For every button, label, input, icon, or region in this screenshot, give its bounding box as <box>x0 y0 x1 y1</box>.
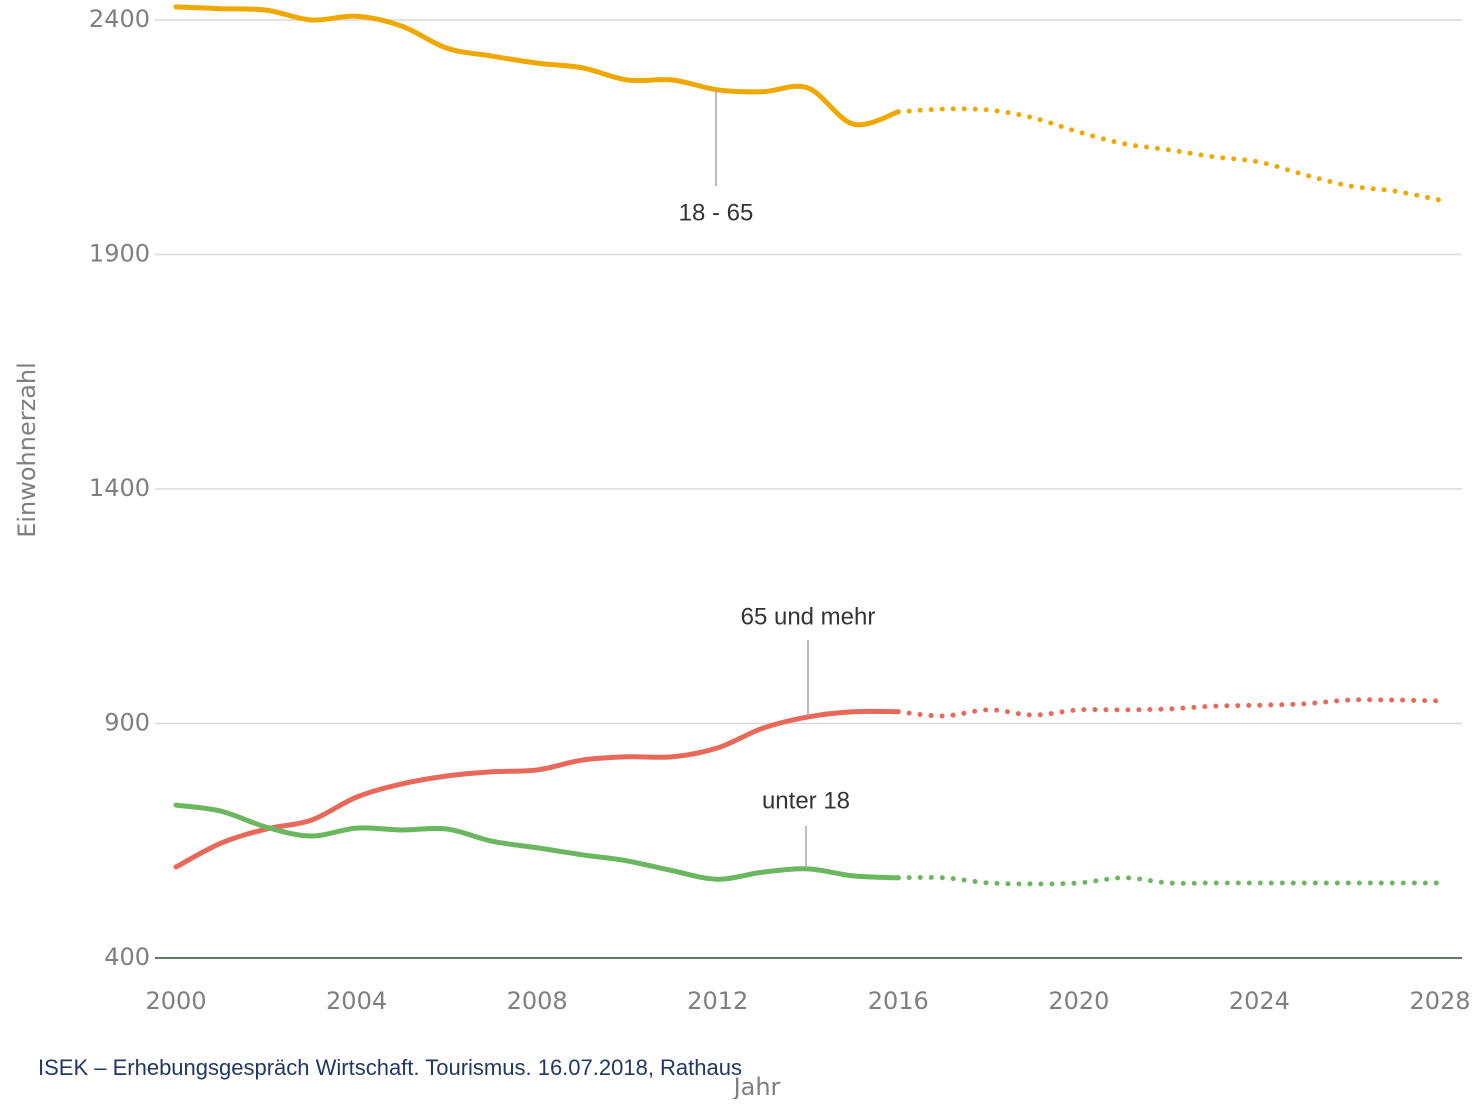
x-tick-label: 2008 <box>507 987 568 1015</box>
forecast-line <box>895 106 1443 203</box>
series-label: 18 - 65 <box>679 199 754 226</box>
x-tick-label: 2028 <box>1409 987 1470 1015</box>
x-tick-label: 2004 <box>326 987 387 1015</box>
x-axis-label: Jahr <box>732 1073 781 1099</box>
y-tick-label: 400 <box>104 943 150 971</box>
x-tick-label: 2020 <box>1048 987 1109 1015</box>
series-line <box>173 4 901 128</box>
x-tick-label: 2016 <box>868 987 929 1015</box>
y-tick-label: 900 <box>104 708 150 736</box>
x-tick-label: 2000 <box>145 987 206 1015</box>
series-label: 65 und mehr <box>741 603 876 630</box>
forecast-line <box>895 697 1443 719</box>
series-line <box>173 708 901 870</box>
y-tick-label: 2400 <box>89 5 150 33</box>
y-axis-label: Einwohnerzahl <box>13 362 41 538</box>
footer: ISEK – Erhebungsgespräch Wirtschaft. Tou… <box>38 1055 742 1080</box>
x-tick-label: 2012 <box>687 987 748 1015</box>
series-label: unter 18 <box>762 787 850 814</box>
y-tick-label: 1400 <box>89 474 150 502</box>
x-tick-label: 2024 <box>1229 987 1290 1015</box>
series-line <box>173 802 901 882</box>
y-tick-label: 1900 <box>89 239 150 267</box>
forecast-line <box>895 874 1443 887</box>
